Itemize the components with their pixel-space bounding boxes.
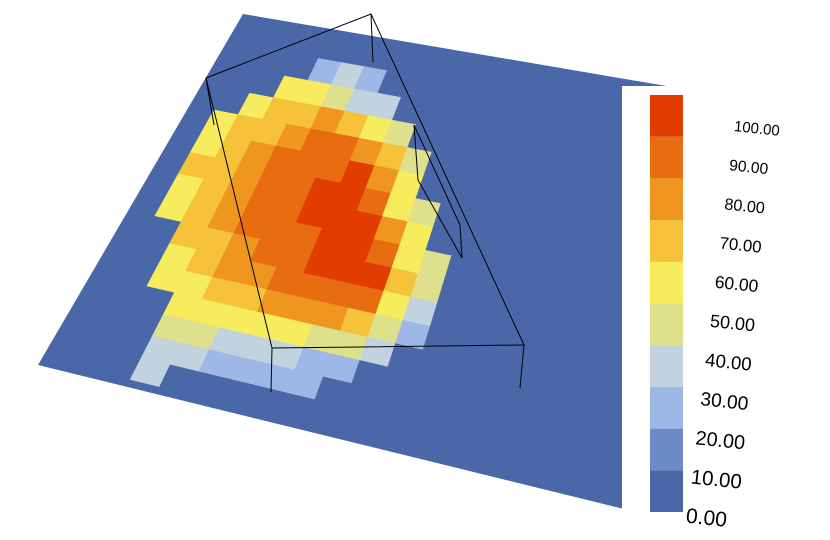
heat-cell xyxy=(394,420,431,452)
colorbar: 0.00 10.00 20.00 30.00 40.00 50.00 60.00 70.00 8… xyxy=(650,95,781,532)
colorbar-label: 10.00 xyxy=(690,466,743,493)
colorbar-label: 70.00 xyxy=(719,233,763,256)
colorbar-band xyxy=(650,345,683,387)
colorbar-label: 20.00 xyxy=(695,427,747,454)
colorbar-label: 100.00 xyxy=(733,118,780,140)
colorbar-band xyxy=(650,386,683,429)
colorbar-band xyxy=(650,136,683,179)
colorbar-label: 90.00 xyxy=(728,157,769,178)
colorbar-label: 60.00 xyxy=(714,272,759,296)
heatmap-cells xyxy=(71,45,525,452)
wireframe xyxy=(205,13,525,393)
wire-inner xyxy=(413,124,463,259)
wire-edge xyxy=(370,13,374,63)
colorbar-band xyxy=(650,303,683,346)
wire-edge xyxy=(270,347,273,393)
colorbar-label: 0.00 xyxy=(685,505,728,532)
colorbar-label: 50.00 xyxy=(709,311,756,336)
colorbar-band xyxy=(650,261,683,304)
colorbar-label: 40.00 xyxy=(704,349,752,375)
colorbar-label: 30.00 xyxy=(699,389,749,415)
colorbar-band xyxy=(650,178,683,221)
colorbar-band xyxy=(650,220,683,262)
colorbar-band xyxy=(650,428,683,471)
colorbar-label: 80.00 xyxy=(724,195,766,217)
wire-edge xyxy=(519,344,525,389)
colorbar-band xyxy=(650,470,683,512)
wire-edge xyxy=(205,77,215,126)
colorbar-band xyxy=(650,95,683,137)
